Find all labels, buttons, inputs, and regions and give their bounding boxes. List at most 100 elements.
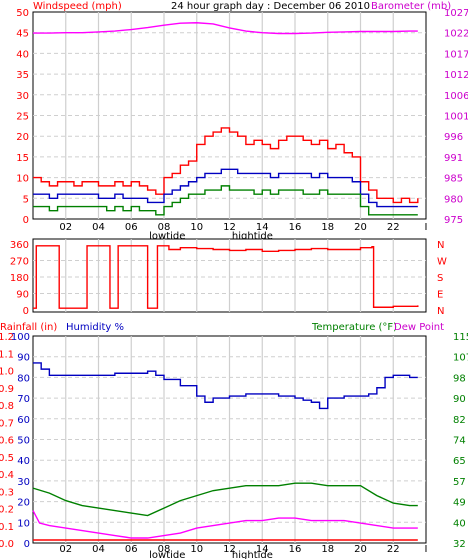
windspeed-tick-label: 35	[16, 70, 29, 81]
x-tick-label: 14	[256, 222, 269, 233]
barometer-tick-label: 1017	[444, 49, 468, 60]
temperature-tick-label: 115	[453, 332, 468, 343]
humidity-temp-panel-series	[32, 362, 418, 541]
windspeed-tick-label: 30	[16, 91, 29, 102]
x-tick-label: 14	[256, 544, 269, 555]
x-tick-label: 04	[92, 544, 105, 555]
temperature-tick-label: 32	[453, 539, 466, 550]
barometer-tick-label: 975	[444, 215, 463, 226]
rainfall-tick-label: 0.4	[0, 470, 14, 481]
rainfall-tick-label: 1.2	[0, 332, 14, 343]
barometer-tick-label: 1027	[444, 8, 468, 19]
humidity-tick-label: 30	[17, 477, 30, 488]
x-tick-label: 02	[59, 544, 72, 555]
direction-tick-label: 180	[10, 273, 29, 284]
dewpoint-axis-label: Dew Point	[394, 322, 444, 333]
series-line	[32, 510, 418, 539]
x-tick-label: 18	[321, 222, 334, 233]
rainfall-tick-label: 0.7	[0, 418, 14, 429]
humidity-tick-label: 70	[17, 394, 30, 405]
hightide-label: hightide	[232, 550, 273, 559]
barometer-axis-label: Barometer (mb)	[371, 1, 451, 12]
temperature-tick-label: 40	[453, 518, 466, 529]
barometer-tick-label: 1001	[444, 112, 468, 123]
windspeed-tick-label: 50	[16, 8, 29, 19]
x-tick-label: 04	[92, 222, 105, 233]
direction-panel-grid	[33, 239, 426, 312]
windspeed-tick-label: 45	[16, 29, 29, 40]
x-tick-label: I	[425, 222, 428, 233]
rainfall-tick-label: 0.8	[0, 401, 14, 412]
windspeed-tick-label: 20	[16, 132, 29, 143]
windspeed-tick-label: 15	[16, 153, 29, 164]
lowtide-label: lowtide	[149, 550, 185, 559]
x-tick-label: 20	[354, 222, 367, 233]
x-tick-label: 12	[223, 222, 236, 233]
humidity-tick-label: 40	[17, 456, 30, 467]
x-tick-label: 22	[387, 222, 400, 233]
x-tick-label: 06	[125, 544, 138, 555]
barometer-tick-label: 1006	[444, 91, 468, 102]
lowtide-label: lowtide	[149, 231, 185, 242]
series-line	[33, 127, 419, 204]
temperature-axis-label: Temperature (°F)	[311, 322, 397, 333]
series-line	[33, 185, 418, 216]
rainfall-tick-label: 1.0	[0, 367, 14, 378]
x-tick-label: 08	[158, 222, 171, 233]
hightide-label: hightide	[232, 231, 273, 242]
temperature-tick-label: 107	[453, 353, 468, 364]
rainfall-tick-label: 0.0	[0, 539, 14, 550]
x-tick-label: 06	[125, 222, 138, 233]
temperature-tick-label: 65	[453, 456, 466, 467]
x-tick-label: 16	[289, 544, 302, 555]
humidity-temp-panel-ticks: 0.0 0.1 0.2 0.3 0.4 0.5 0.6 0.7 0.8 0.9 1.0 1.1 1.2 0…	[0, 332, 468, 559]
humidity-tick-label: 60	[17, 415, 30, 426]
wind-panel-series	[33, 22, 419, 216]
humidity-tick-label: 90	[17, 353, 30, 364]
windspeed-tick-label: 5	[23, 194, 29, 205]
barometer-tick-label: 1022	[444, 29, 468, 40]
humidity-tick-label: 10	[17, 518, 30, 529]
compass-tick-label: E	[437, 290, 443, 301]
temperature-tick-label: 82	[453, 415, 466, 426]
barometer-tick-label: 991	[444, 153, 463, 164]
temperature-tick-label: 90	[453, 394, 466, 405]
x-tick-label: I	[425, 544, 428, 555]
rainfall-tick-label: 1.1	[0, 349, 14, 360]
temperature-tick-label: 49	[453, 498, 466, 509]
series-line	[32, 482, 418, 517]
compass-tick-label: S	[437, 273, 443, 284]
wind-direction-line	[33, 245, 419, 309]
windspeed-tick-label: 25	[16, 112, 29, 123]
series-line	[33, 362, 418, 410]
compass-tick-label: N	[437, 240, 444, 251]
x-tick-label: 16	[289, 222, 302, 233]
temperature-tick-label: 74	[453, 436, 466, 447]
x-tick-label: 12	[223, 544, 236, 555]
x-tick-label: 02	[59, 222, 72, 233]
rainfall-axis-label: Rainfall (in)	[0, 322, 57, 333]
x-tick-label: 10	[190, 544, 203, 555]
wind-panel-ticks: 0 5 10 15 20 25 30 35 40 45 50 975 980 985 991 996 1001 1…	[16, 8, 468, 242]
humidity-tick-label: 100	[11, 332, 30, 343]
windspeed-tick-label: 10	[16, 174, 29, 185]
wind-panel-grid	[33, 12, 426, 219]
series-line	[33, 22, 418, 35]
humidity-tick-label: 50	[17, 436, 30, 447]
x-tick-label: 20	[354, 544, 367, 555]
barometer-tick-label: 980	[444, 194, 463, 205]
barometer-tick-label: 996	[444, 132, 463, 143]
temperature-tick-label: 98	[453, 373, 466, 384]
direction-tick-label: 90	[16, 290, 29, 301]
x-tick-label: 18	[321, 544, 334, 555]
humidity-tick-label: 80	[17, 373, 30, 384]
x-tick-label: 08	[158, 544, 171, 555]
rainfall-tick-label: 0.3	[0, 487, 14, 498]
barometer-tick-label: 1012	[444, 70, 468, 81]
compass-tick-label: W	[437, 257, 447, 268]
humidity-axis-label: Humidity %	[66, 322, 124, 333]
windspeed-tick-label: 40	[16, 49, 29, 60]
x-tick-label: 22	[387, 544, 400, 555]
